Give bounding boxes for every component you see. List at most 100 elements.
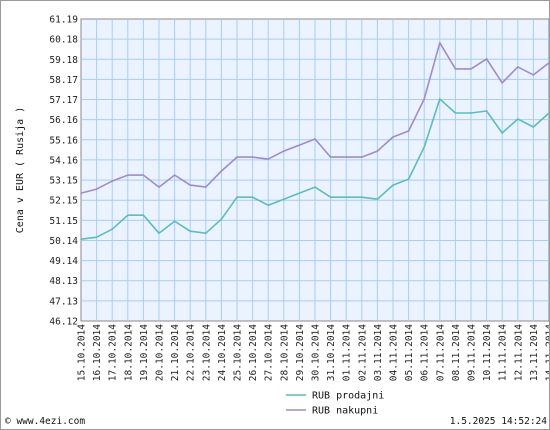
x-tick-label: 14.11.2014 [545, 324, 550, 381]
data-point [80, 238, 82, 241]
data-point [236, 196, 238, 198]
x-tick-label: 13.11.2014 [529, 324, 540, 381]
data-point [189, 184, 191, 186]
data-point [142, 174, 145, 176]
data-point [158, 186, 160, 188]
data-point [111, 228, 113, 231]
data-point [532, 74, 535, 76]
data-point [470, 68, 472, 70]
data-point [283, 198, 285, 200]
data-point [127, 214, 129, 216]
data-point [423, 146, 426, 148]
legend: RUB prodajni RUB nakupni [286, 391, 384, 417]
data-point [329, 156, 332, 158]
data-point [80, 192, 82, 194]
data-point [267, 158, 270, 160]
data-point [361, 196, 363, 198]
data-point [220, 218, 223, 220]
data-point [532, 126, 535, 128]
x-tick-label: 27.10.2014 [264, 324, 275, 381]
data-point [314, 186, 316, 188]
data-point [485, 58, 488, 60]
x-tick-label: 19.10.2014 [139, 324, 150, 381]
x-tick-label: 03.11.2014 [373, 324, 384, 381]
x-tick-label: 25.10.2014 [233, 324, 244, 381]
data-point [95, 188, 98, 190]
y-tick-label: 59.18 [49, 55, 78, 66]
x-tick-label: 21.10.2014 [170, 324, 181, 381]
x-tick-label: 15.10.2014 [77, 324, 88, 381]
data-point [439, 42, 441, 44]
grid [81, 19, 549, 321]
data-point [407, 130, 410, 132]
data-point [376, 150, 379, 152]
data-point [205, 232, 207, 235]
y-tick-label: 47.13 [49, 296, 78, 307]
footer-source[interactable]: © www.4ezi.com [5, 416, 85, 427]
data-point [267, 204, 270, 206]
y-tick-label: 58.17 [49, 75, 78, 86]
x-tick-label: 05.11.2014 [404, 324, 415, 381]
data-point [517, 66, 519, 68]
data-point [205, 186, 207, 188]
data-point [111, 180, 113, 182]
y-tick-label: 60.18 [49, 35, 78, 46]
data-point [173, 174, 176, 176]
data-point [298, 192, 301, 194]
data-point [345, 156, 348, 158]
data-point [470, 112, 472, 114]
x-axis: 15.10.2014 16.10.2014 17.10.2014 18.10.2014… [77, 324, 550, 381]
y-axis-label: Cena v EUR ( Rusija ) [15, 107, 26, 233]
legend-entry: RUB nakupni [312, 406, 378, 417]
y-tick-label: 49.14 [49, 256, 78, 267]
data-point [314, 138, 316, 140]
data-point [548, 112, 549, 114]
y-tick-label: 56.16 [49, 115, 78, 126]
legend-entry: RUB prodajni [312, 391, 384, 402]
data-point [407, 178, 410, 180]
x-tick-label: 01.11.2014 [342, 324, 353, 381]
x-tick-label: 07.11.2014 [435, 324, 446, 381]
data-point [251, 196, 254, 198]
x-tick-label: 17.10.2014 [108, 324, 119, 381]
y-tick-label: 57.17 [49, 95, 78, 106]
x-tick-label: 31.10.2014 [326, 324, 337, 381]
x-tick-label: 30.10.2014 [311, 324, 322, 381]
x-tick-label: 18.10.2014 [123, 324, 134, 381]
y-tick-label: 61.19 [49, 15, 78, 26]
y-tick-label: 51.15 [49, 216, 78, 227]
x-tick-label: 29.10.2014 [295, 324, 306, 381]
data-point [361, 156, 363, 158]
data-point [283, 150, 285, 152]
data-point [439, 98, 441, 100]
y-tick-label: 46.12 [49, 317, 78, 328]
x-tick-label: 16.10.2014 [92, 324, 103, 381]
series-lines [80, 41, 549, 241]
x-tick-label: 28.10.2014 [279, 324, 290, 381]
x-tick-label: 09.11.2014 [467, 324, 478, 381]
data-point [345, 196, 348, 198]
data-point [454, 112, 457, 114]
y-tick-label: 48.13 [49, 276, 78, 287]
y-axis: 61.19 60.18 59.18 58.17 57.17 56.16 55.16 54.16… [49, 15, 78, 328]
data-point [220, 170, 223, 172]
x-tick-label: 23.10.2014 [201, 324, 212, 381]
data-point [95, 236, 98, 239]
data-point [189, 230, 191, 233]
data-point [392, 136, 394, 138]
data-point [485, 110, 488, 112]
x-tick-label: 24.10.2014 [217, 324, 228, 381]
x-tick-label: 02.11.2014 [357, 324, 368, 381]
x-tick-label: 20.10.2014 [155, 324, 166, 381]
y-tick-label: 53.15 [49, 176, 78, 187]
data-point [329, 196, 332, 198]
data-point [251, 156, 254, 158]
footer-timestamp: 1.5.2025 14:52:24 [450, 416, 548, 427]
data-point [236, 156, 238, 158]
x-tick-label: 10.11.2014 [482, 324, 493, 381]
data-point [127, 174, 129, 176]
y-tick-label: 54.16 [49, 155, 78, 166]
y-tick-label: 52.15 [49, 196, 78, 207]
